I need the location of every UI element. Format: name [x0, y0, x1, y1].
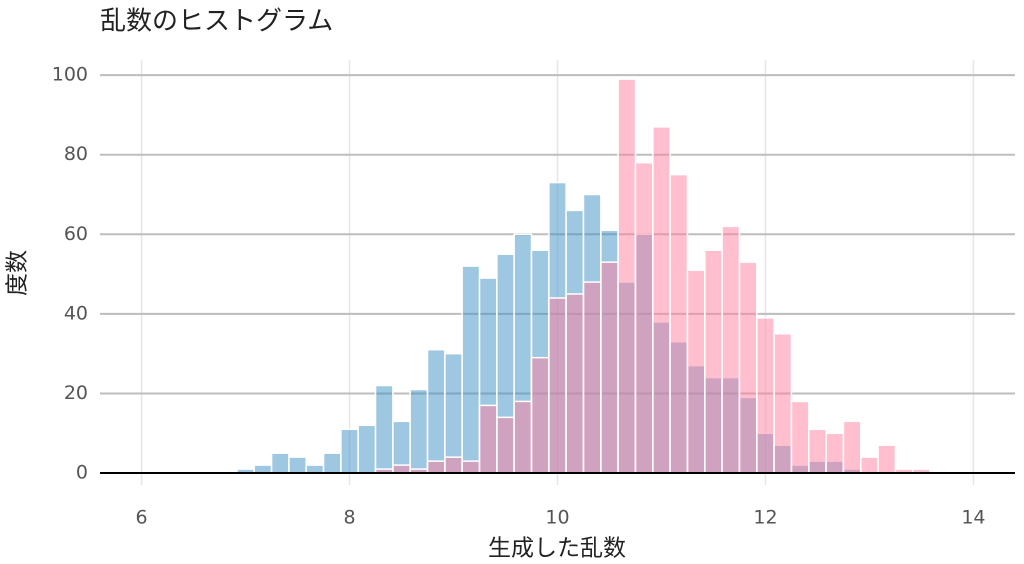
chart-title: 乱数のヒストグラム: [100, 7, 333, 37]
x-tick-label: 6: [136, 507, 148, 529]
bar: [548, 297, 567, 474]
bar: [704, 249, 723, 474]
bar: [669, 173, 689, 474]
bar: [842, 420, 862, 474]
bar: [617, 78, 637, 474]
y-tick-label: 100: [52, 64, 88, 86]
bar: [478, 404, 498, 474]
x-tick-label: 8: [343, 507, 355, 529]
bar: [392, 464, 411, 474]
bar: [565, 293, 585, 474]
bar: [600, 261, 619, 474]
bar: [409, 388, 429, 474]
x-tick-label: 14: [961, 507, 985, 529]
bar: [444, 352, 463, 474]
y-axis-label: 度数: [5, 250, 31, 296]
bar: [634, 161, 654, 474]
bar: [357, 424, 377, 474]
bar: [253, 464, 273, 474]
bar: [444, 456, 463, 474]
x-tick-label: 10: [545, 507, 569, 529]
y-tick-label: 0: [76, 462, 88, 484]
bar: [825, 432, 845, 474]
bar: [322, 452, 342, 474]
bar: [808, 428, 827, 474]
y-tick-label: 40: [64, 302, 88, 324]
bar: [530, 356, 550, 474]
bar: [773, 333, 793, 474]
bar: [461, 460, 481, 474]
y-tick-label: 20: [64, 382, 88, 404]
bar: [374, 384, 394, 474]
bar: [270, 452, 290, 474]
bar: [461, 265, 481, 474]
x-tick-label: 12: [753, 507, 777, 529]
bar: [340, 428, 359, 474]
x-axis-label: 生成した乱数: [488, 536, 626, 562]
bar: [305, 464, 325, 474]
bar: [496, 416, 515, 474]
bar: [513, 400, 533, 474]
bar: [721, 225, 741, 474]
bar: [652, 126, 671, 474]
bar: [582, 281, 602, 474]
bar: [790, 400, 810, 474]
bar: [426, 460, 446, 474]
bar: [756, 317, 775, 474]
bar: [426, 348, 446, 474]
bar: [686, 269, 706, 474]
y-tick-label: 80: [64, 143, 88, 165]
bar: [288, 456, 307, 474]
bar: [738, 261, 758, 474]
bar: [877, 444, 897, 474]
y-tick-label: 60: [64, 223, 88, 245]
bar: [860, 456, 879, 474]
